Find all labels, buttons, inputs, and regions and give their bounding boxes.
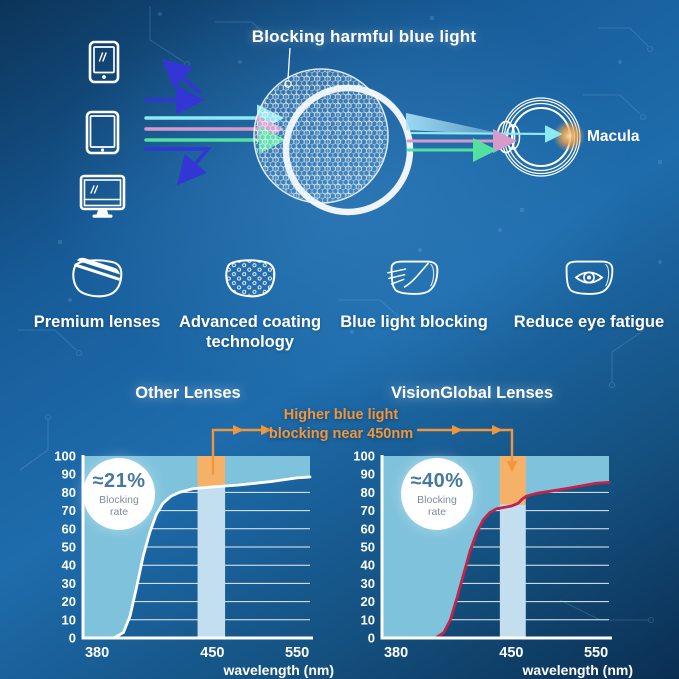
chart-plot: 0 10 20 30 40 50 60 70 80 90 100 380 450 550wavelengt… [353, 449, 633, 679]
y-tick-label: 30 [62, 576, 76, 591]
feature-label: Blue light blocking [340, 313, 488, 331]
y-tick-label: 90 [62, 467, 76, 482]
chart-other-lenses: 0 10 20 30 40 50 60 70 80 90 100 380 450 550 wavelengt… [38, 444, 373, 679]
chart-title-other-lenses: Other Lenses [135, 384, 241, 402]
coating-technology-icon [225, 259, 276, 298]
smartphone-icon [88, 40, 120, 84]
x-tick-label: 550 [285, 645, 309, 661]
feature-blue-light-blocking: Blue light blocking [330, 254, 498, 332]
eye-diagram [496, 97, 585, 177]
feature-label: Reduce eye fatigue [513, 313, 665, 331]
premium-lenses-icon [68, 254, 124, 298]
feature-premium-lenses: Premium lenses [22, 254, 172, 332]
x-tick-label: 380 [85, 645, 109, 661]
badge-value: ≈21% [92, 470, 146, 492]
blue-light-lens-graphic [253, 47, 414, 216]
y-tick-label: 0 [368, 631, 375, 646]
transmission-curve [380, 480, 611, 640]
y-tick-label: 80 [62, 485, 76, 500]
y-tick-label: 50 [62, 540, 76, 555]
annotation-450nm: Higher blue light blocking near 450nm [241, 406, 441, 444]
feature-label: Premium lenses [33, 313, 161, 331]
band-450nm-below [499, 504, 526, 638]
y-tick-label: 30 [361, 576, 375, 591]
y-tick-label: 50 [361, 540, 375, 555]
blocking-rate-badge: ≈40% Blocking rate [401, 458, 473, 530]
tablet-icon [85, 110, 120, 155]
y-tick-label: 70 [361, 503, 375, 518]
y-tick-label: 0 [69, 631, 76, 646]
y-tick-label: 60 [62, 521, 76, 536]
reduce-eye-fatigue-icon [565, 260, 614, 295]
annotation-line1: Higher blue light [283, 407, 399, 423]
monitor-icon [79, 174, 126, 218]
badge-label: Blocking rate [99, 494, 139, 518]
y-tick-label: 40 [361, 558, 375, 573]
macula-label: Macula [587, 128, 640, 145]
y-tick-label: 100 [353, 449, 375, 464]
blue-light-blocking-icon [387, 260, 439, 295]
title-leader-dot [284, 80, 292, 88]
reflected-blue-light-arrows [144, 58, 212, 186]
feature-reduce-eye-fatigue: Reduce eye fatigue [505, 254, 673, 332]
blocking-rate-badge: ≈21% Blocking rate [83, 458, 155, 530]
feature-label: Advanced coating technology [178, 313, 322, 351]
annotation-line2: blocking near 450nm [268, 426, 414, 442]
badge-label: Blocking rate [417, 494, 457, 518]
chart-title-visionglobal-lenses: VisionGlobal Lenses [391, 384, 553, 402]
y-tick-label: 40 [62, 558, 76, 573]
x-axis-label: wavelength (nm) [223, 662, 334, 678]
y-tick-label: 70 [62, 503, 76, 518]
transmission-curve [81, 475, 312, 640]
x-tick-label: 450 [200, 645, 224, 661]
y-tick-label: 20 [361, 594, 375, 609]
chart-visionglobal-lenses: 0 10 20 30 40 50 60 70 80 90 100 380 450 550 wavelengt… [337, 444, 672, 679]
band-450nm-below [197, 486, 226, 638]
transmitted-light-beam [406, 113, 563, 162]
y-tick-label: 10 [361, 612, 375, 627]
x-tick-label: 450 [499, 645, 523, 661]
x-tick-label: 380 [384, 645, 408, 661]
x-axis-label: wavelength (nm) [522, 662, 633, 678]
x-tick-label: 550 [584, 645, 608, 661]
macula-glow [553, 120, 585, 152]
y-tick-label: 20 [62, 594, 76, 609]
band-450nm-above [197, 456, 226, 487]
y-tick-label: 100 [54, 449, 76, 464]
title-leader-line [287, 47, 291, 80]
badge-value: ≈40% [410, 470, 464, 492]
band-450nm-above [499, 456, 526, 505]
hero-diagram [79, 40, 585, 218]
y-tick-label: 90 [361, 467, 375, 482]
hero-title: Blocking harmful blue light [251, 27, 477, 46]
y-tick-label: 80 [361, 485, 375, 500]
y-tick-label: 10 [62, 612, 76, 627]
feature-coating-technology: Advanced coating technology [175, 254, 325, 352]
y-tick-label: 60 [361, 521, 375, 536]
